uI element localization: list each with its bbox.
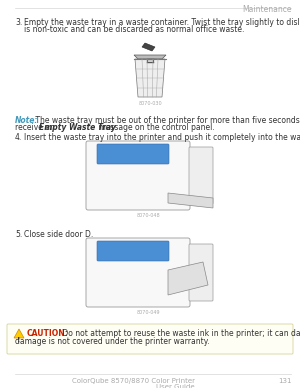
Text: Maintenance: Maintenance: [242, 5, 292, 14]
Text: is non-toxic and can be discarded as normal office waste.: is non-toxic and can be discarded as nor…: [24, 25, 244, 34]
Text: !: !: [17, 337, 21, 343]
Text: ColorQube 8570/8870 Color Printer: ColorQube 8570/8870 Color Printer: [72, 378, 195, 384]
FancyBboxPatch shape: [86, 238, 190, 307]
FancyBboxPatch shape: [97, 144, 169, 164]
Text: Note:: Note:: [15, 116, 38, 125]
FancyBboxPatch shape: [189, 244, 213, 301]
Text: 3.: 3.: [15, 18, 22, 27]
Text: 5.: 5.: [15, 230, 22, 239]
Text: 131: 131: [278, 378, 292, 384]
Text: The waste tray must be out of the printer for more than five seconds or you will: The waste tray must be out of the printe…: [33, 116, 300, 125]
Text: Close side door D.: Close side door D.: [24, 230, 93, 239]
Text: 4.: 4.: [15, 133, 22, 142]
Text: 8070-049: 8070-049: [136, 310, 160, 315]
FancyBboxPatch shape: [97, 241, 169, 261]
FancyBboxPatch shape: [86, 141, 190, 210]
Text: CAUTION:: CAUTION:: [27, 329, 69, 338]
Polygon shape: [168, 262, 208, 295]
Text: damage is not covered under the printer warranty.: damage is not covered under the printer …: [15, 337, 209, 346]
Text: Do not attempt to reuse the waste ink in the printer; it can damage the printer.: Do not attempt to reuse the waste ink in…: [60, 329, 300, 338]
Polygon shape: [168, 193, 213, 208]
Polygon shape: [134, 55, 166, 59]
Polygon shape: [135, 59, 165, 97]
Text: 8070-048: 8070-048: [136, 213, 160, 218]
Text: receive an: receive an: [15, 123, 57, 132]
FancyBboxPatch shape: [189, 147, 213, 204]
Text: User Guide: User Guide: [156, 384, 195, 388]
Text: Empty the waste tray in a waste container. Twist the tray slightly to dislodge t: Empty the waste tray in a waste containe…: [24, 18, 300, 27]
Text: message on the control panel.: message on the control panel.: [96, 123, 215, 132]
FancyBboxPatch shape: [7, 324, 293, 354]
Text: 8070-030: 8070-030: [138, 101, 162, 106]
Polygon shape: [14, 329, 24, 338]
Polygon shape: [142, 43, 155, 51]
Text: Insert the waste tray into the printer and push it completely into the waste tra: Insert the waste tray into the printer a…: [24, 133, 300, 142]
Text: Empty Waste Tray: Empty Waste Tray: [39, 123, 116, 132]
